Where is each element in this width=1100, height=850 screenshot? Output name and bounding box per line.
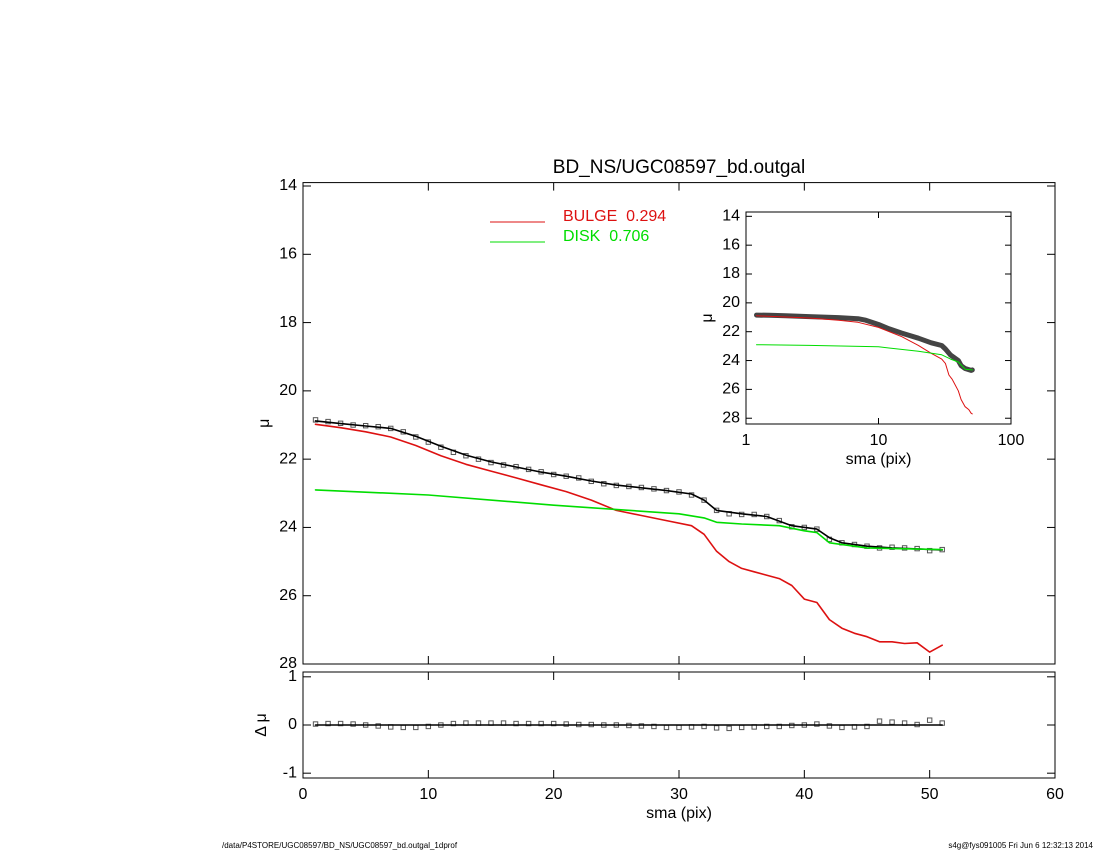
y-tick-label: -1 bbox=[283, 764, 297, 781]
x-tick-label: 10 bbox=[419, 786, 437, 803]
data-point bbox=[876, 718, 883, 724]
data-point bbox=[814, 721, 820, 727]
profile-line bbox=[314, 489, 943, 551]
y-tick-label: 20 bbox=[279, 382, 297, 399]
y-tick-label: 14 bbox=[279, 177, 297, 194]
x-tick-label: 30 bbox=[670, 786, 688, 803]
y-axis-label: μ bbox=[256, 419, 273, 428]
y-axis-label: μ bbox=[699, 313, 716, 322]
x-axis-label: sma (pix) bbox=[646, 805, 712, 822]
profile-line bbox=[314, 420, 943, 551]
data-point bbox=[926, 547, 933, 554]
x-tick-label: 20 bbox=[545, 786, 563, 803]
x-tick-label: 1 bbox=[742, 432, 751, 449]
y-tick-label: 26 bbox=[722, 381, 740, 398]
y-tick-label: 1 bbox=[288, 668, 297, 685]
legend-label: DISK 0.706 bbox=[563, 228, 649, 245]
data-point bbox=[638, 723, 645, 729]
y-tick-label: 22 bbox=[722, 323, 740, 340]
profile-line bbox=[314, 423, 943, 653]
y-tick-label: 24 bbox=[279, 519, 297, 536]
y-tick-label: 26 bbox=[279, 587, 297, 604]
profile-line bbox=[756, 315, 973, 415]
x-axis-label: sma (pix) bbox=[846, 451, 912, 468]
data-point bbox=[726, 725, 732, 732]
data-point bbox=[826, 723, 833, 729]
x-tick-label: 40 bbox=[795, 786, 813, 803]
data-point bbox=[350, 721, 356, 727]
legend-label: BULGE 0.294 bbox=[563, 208, 666, 225]
data-point bbox=[563, 721, 569, 727]
y-tick-label: 14 bbox=[722, 208, 740, 225]
y-tick-label: 20 bbox=[722, 294, 740, 311]
profile-line bbox=[756, 344, 973, 371]
data-point bbox=[312, 417, 319, 423]
y-axis-label: Δ μ bbox=[253, 713, 270, 736]
y-tick-label: 18 bbox=[722, 265, 740, 282]
footer-stamp: s4g@fys091005 Fri Jun 6 12:32:13 2014 bbox=[948, 841, 1093, 850]
y-tick-label: 16 bbox=[722, 236, 740, 253]
y-tick-label: 22 bbox=[279, 450, 297, 467]
y-tick-label: 16 bbox=[279, 246, 297, 263]
x-tick-label: 100 bbox=[998, 432, 1025, 449]
data-point bbox=[375, 723, 381, 729]
y-tick-label: 0 bbox=[288, 716, 297, 733]
y-tick-label: 28 bbox=[279, 655, 297, 672]
footer-path: /data/P4STORE/UGC08597/BD_NS/UGC08597_bd… bbox=[222, 841, 458, 850]
y-tick-label: 18 bbox=[279, 314, 297, 331]
data-point bbox=[312, 721, 319, 727]
x-tick-label: 60 bbox=[1046, 786, 1064, 803]
data-point bbox=[926, 717, 933, 723]
x-tick-label: 0 bbox=[299, 786, 308, 803]
x-tick-label: 50 bbox=[921, 786, 939, 803]
data-point bbox=[701, 497, 707, 503]
y-tick-label: 24 bbox=[722, 352, 740, 369]
chart-title: BD_NS/UGC08597_bd.outgal bbox=[553, 157, 805, 178]
y-tick-label: 28 bbox=[722, 409, 740, 426]
x-tick-label: 10 bbox=[870, 432, 888, 449]
